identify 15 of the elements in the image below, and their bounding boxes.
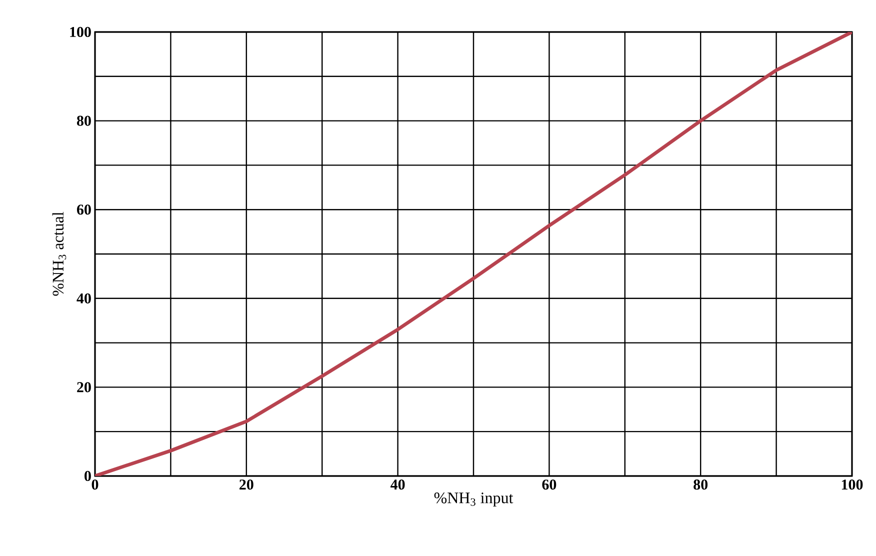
x-tick-label: 40 bbox=[390, 480, 405, 490]
x-tick-label: 100 bbox=[842, 480, 863, 490]
y-tick-label: 60 bbox=[76, 204, 91, 215]
x-tick-label: 60 bbox=[542, 480, 556, 490]
x-tick-label: 0 bbox=[92, 480, 98, 490]
x-axis-title: %NH$_{3}$ input bbox=[434, 492, 514, 507]
y-tick-label: 100 bbox=[70, 26, 91, 38]
y-tick-label: 0 bbox=[84, 470, 91, 482]
y-tick-label: 20 bbox=[77, 382, 91, 392]
x-tick-label: 80 bbox=[694, 480, 708, 490]
y-tick-label: 40 bbox=[76, 293, 91, 304]
y-axis-title: %NH$_{3}$ actual bbox=[52, 212, 66, 296]
x-tick-label: 20 bbox=[240, 480, 254, 490]
line-series bbox=[95, 32, 852, 476]
y-tick-label: 80 bbox=[76, 116, 91, 126]
